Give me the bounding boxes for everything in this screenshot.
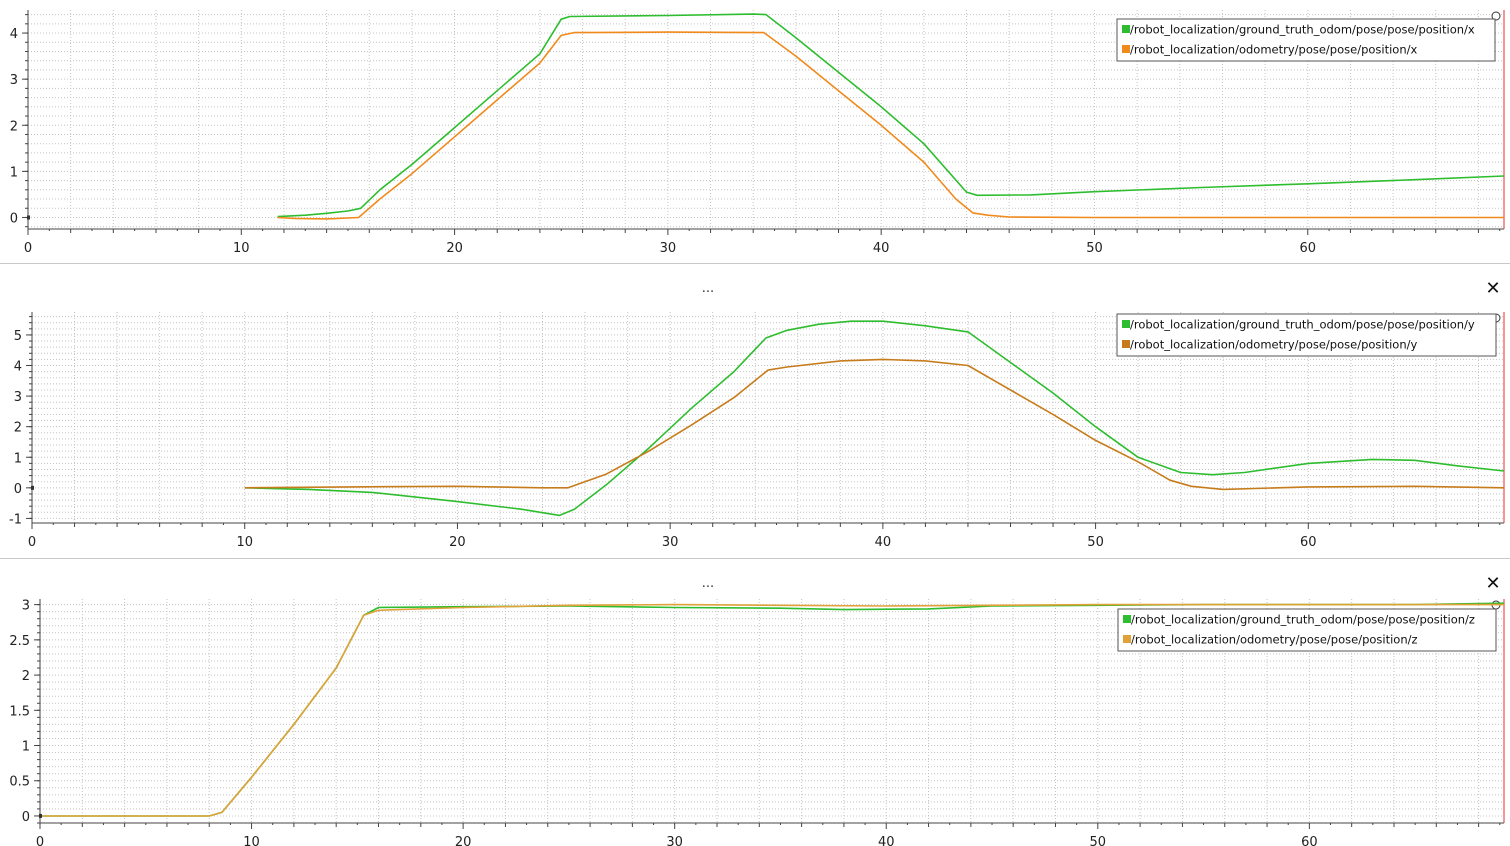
y-tick-label: 1 bbox=[22, 740, 30, 755]
legend-swatch-1 bbox=[1123, 615, 1131, 623]
x-tick-label: 0 bbox=[24, 241, 32, 256]
x-tick-label: 10 bbox=[236, 535, 253, 550]
legend[interactable]: /robot_localization/ground_truth_odom/po… bbox=[1116, 313, 1497, 357]
legend-entry-1[interactable]: /robot_localization/ground_truth_odom/po… bbox=[1131, 613, 1475, 627]
origin-marker bbox=[39, 813, 42, 818]
x-tick-label: 10 bbox=[233, 241, 250, 256]
x-tick-label: 20 bbox=[455, 835, 472, 846]
y-tick-label: 3 bbox=[14, 390, 22, 405]
legend-entry-2[interactable]: /robot_localization/odometry/pose/pose/p… bbox=[1130, 43, 1418, 57]
y-tick-label: 4 bbox=[14, 360, 22, 375]
series-line-2[interactable] bbox=[40, 603, 1504, 817]
series-line-2[interactable] bbox=[244, 358, 1505, 491]
x-tick-label: 50 bbox=[1087, 535, 1104, 550]
x-tick-label: 0 bbox=[36, 835, 44, 846]
legend-entry-1[interactable]: /robot_localization/ground_truth_odom/po… bbox=[1130, 318, 1475, 332]
y-tick-label: 2 bbox=[22, 669, 30, 684]
panel-2-close-icon[interactable]: ✕ bbox=[1485, 278, 1501, 299]
x-tick-label: 50 bbox=[1090, 835, 1107, 846]
origin-marker bbox=[31, 485, 34, 490]
x-tick-label: 60 bbox=[1301, 835, 1318, 846]
plot-z[interactable]: 0 10 20 30 40 50 60 0 0.5 1 1.5 2 2.5 3/robot_localiz… bbox=[0, 559, 1510, 846]
y-tick-label: -1 bbox=[9, 512, 22, 527]
x-tick-label: 30 bbox=[660, 241, 677, 256]
legend-swatch-2 bbox=[1122, 45, 1130, 53]
legend-box bbox=[1116, 313, 1497, 357]
legend[interactable]: /robot_localization/ground_truth_odom/po… bbox=[1117, 608, 1497, 652]
y-tick-label: 0 bbox=[22, 810, 30, 825]
origin-marker bbox=[27, 215, 30, 220]
y-tick-label: 1 bbox=[10, 165, 18, 180]
legend-entry-1[interactable]: /robot_localization/ground_truth_odom/po… bbox=[1130, 23, 1475, 37]
legend-entry-2[interactable]: /robot_localization/odometry/pose/pose/p… bbox=[1131, 633, 1418, 647]
y-tick-label: 0 bbox=[14, 482, 22, 497]
x-tick-label: 30 bbox=[666, 835, 683, 846]
x-tick-label: 40 bbox=[873, 241, 890, 256]
y-tick-label: 0.5 bbox=[9, 775, 30, 790]
y-tick-label: 2 bbox=[14, 421, 22, 436]
x-tick-label: 40 bbox=[875, 535, 892, 550]
panel-separator-1 bbox=[0, 263, 1510, 264]
y-tick-label: 3 bbox=[22, 599, 30, 614]
legend-entry-2[interactable]: /robot_localization/odometry/pose/pose/p… bbox=[1130, 338, 1418, 352]
legend-box bbox=[1116, 18, 1496, 62]
y-tick-label: 0 bbox=[10, 211, 18, 226]
x-tick-label: 20 bbox=[449, 535, 466, 550]
legend[interactable]: /robot_localization/ground_truth_odom/po… bbox=[1116, 18, 1496, 62]
panel-2-menu-label[interactable]: ... bbox=[701, 281, 715, 296]
x-tick-label: 20 bbox=[446, 241, 463, 256]
series-line-2[interactable] bbox=[277, 31, 1504, 220]
legend-swatch-1 bbox=[1122, 25, 1130, 33]
x-tick-label: 0 bbox=[28, 535, 36, 550]
legend-swatch-2 bbox=[1122, 340, 1130, 348]
plot-y[interactable]: 0 10 20 30 40 50 60 -1 0 1 2 3 4 5/robot_localization… bbox=[0, 264, 1510, 559]
y-tick-label: 1 bbox=[14, 451, 22, 466]
legend-swatch-1 bbox=[1122, 320, 1130, 328]
legend-box bbox=[1117, 608, 1497, 652]
grid bbox=[31, 312, 1504, 523]
panel-3-close-icon[interactable]: ✕ bbox=[1485, 573, 1501, 594]
x-tick-label: 50 bbox=[1086, 241, 1103, 256]
x-tick-label: 30 bbox=[662, 535, 679, 550]
series-line-1[interactable] bbox=[244, 320, 1505, 517]
y-tick-label: 1.5 bbox=[9, 704, 30, 719]
plot-x[interactable]: 0 10 20 30 40 50 60 0 1 2 3 4/robot_localization/gr… bbox=[0, 0, 1510, 263]
series-line-1[interactable] bbox=[277, 13, 1505, 218]
y-tick-label: 4 bbox=[10, 27, 18, 42]
y-tick-label: 3 bbox=[10, 73, 18, 88]
x-tick-label: 60 bbox=[1299, 241, 1316, 256]
y-tick-label: 5 bbox=[14, 329, 22, 344]
panel-3-menu-label[interactable]: ... bbox=[701, 576, 715, 591]
x-tick-label: 60 bbox=[1300, 535, 1317, 550]
y-tick-label: 2.5 bbox=[9, 634, 30, 649]
cursor-handle-icon[interactable] bbox=[1491, 11, 1501, 21]
y-tick-label: 2 bbox=[10, 119, 18, 134]
grid bbox=[39, 599, 1504, 824]
x-tick-label: 10 bbox=[243, 835, 260, 846]
panel-separator-2 bbox=[0, 558, 1510, 559]
legend-swatch-2 bbox=[1123, 635, 1131, 643]
x-tick-label: 40 bbox=[878, 835, 895, 846]
